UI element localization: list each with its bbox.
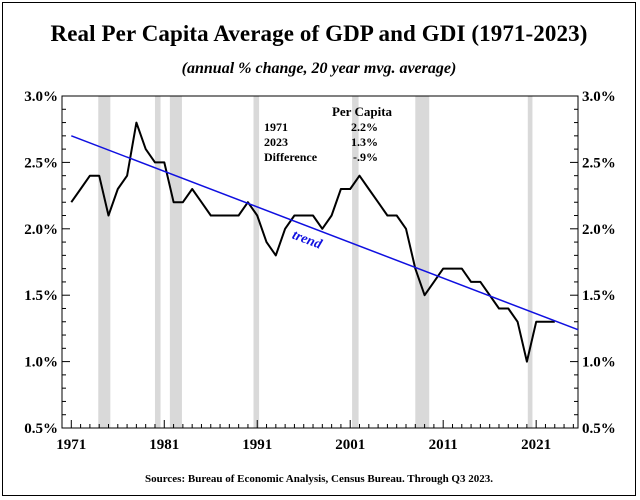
inset-table-header: Per Capita [332, 104, 393, 119]
y-tick-label-left: 2.0% [24, 222, 58, 238]
y-tick-label-left: 2.5% [24, 155, 58, 171]
recession-band [154, 96, 161, 428]
x-tick-label: 2011 [429, 437, 458, 453]
inset-row-value: -.9% [353, 150, 378, 164]
axis-ticks [62, 95, 578, 429]
y-tick-label-left: 0.5% [24, 421, 58, 437]
y-tick-label-left: 1.5% [24, 288, 58, 304]
recession-band [98, 96, 111, 428]
trend-line [71, 135, 579, 331]
y-tick-label-left: 1.0% [24, 355, 58, 371]
x-tick-label: 1971 [56, 437, 86, 453]
y-tick-label-right: 2.0% [582, 222, 616, 238]
y-tick-label-right: 2.5% [582, 155, 616, 171]
trend-label: trend [290, 228, 325, 253]
chart-title: Real Per Capita Average of GDP and GDI (… [50, 21, 588, 46]
inset-row-label: Difference [264, 150, 318, 164]
recession-band [253, 96, 260, 428]
plot-area [61, 95, 579, 429]
chart-source-note: Sources: Bureau of Economic Analysis, Ce… [145, 473, 493, 485]
axis-tick-labels: 0.5% 0.5% 1.0% 1.0% 1.5% 1.5% 2.0% 2.0% 2.5% 2.5%… [24, 89, 616, 453]
y-tick-label-right: 1.5% [582, 288, 616, 304]
chart-subtitle: (annual % change, 20 year mvg. average) [181, 60, 457, 77]
recession-band [352, 96, 359, 428]
x-tick-label: 1981 [149, 437, 179, 453]
inset-row-label: 1971 [264, 120, 288, 134]
y-tick-label-right: 1.0% [582, 355, 616, 371]
inset-row-value: 1.3% [351, 135, 378, 149]
inset-table: Per Capita 1971 2.2% 2023 1.3% Difference -.9% [264, 104, 393, 164]
y-tick-label-left: 3.0% [24, 89, 58, 105]
x-tick-label: 1991 [242, 437, 272, 453]
x-tick-label: 2021 [521, 437, 551, 453]
y-tick-label-right: 0.5% [582, 421, 616, 437]
series-lines: trend [70, 121, 579, 363]
recession-band [169, 96, 182, 428]
series-line [70, 121, 555, 363]
inset-row-label: 2023 [264, 135, 288, 149]
y-tick-label-right: 3.0% [582, 89, 616, 105]
recession-bands [98, 96, 533, 428]
recession-band [527, 96, 533, 428]
inset-row-value: 2.2% [351, 120, 378, 134]
recession-band [415, 96, 430, 428]
x-tick-label: 2001 [335, 437, 365, 453]
